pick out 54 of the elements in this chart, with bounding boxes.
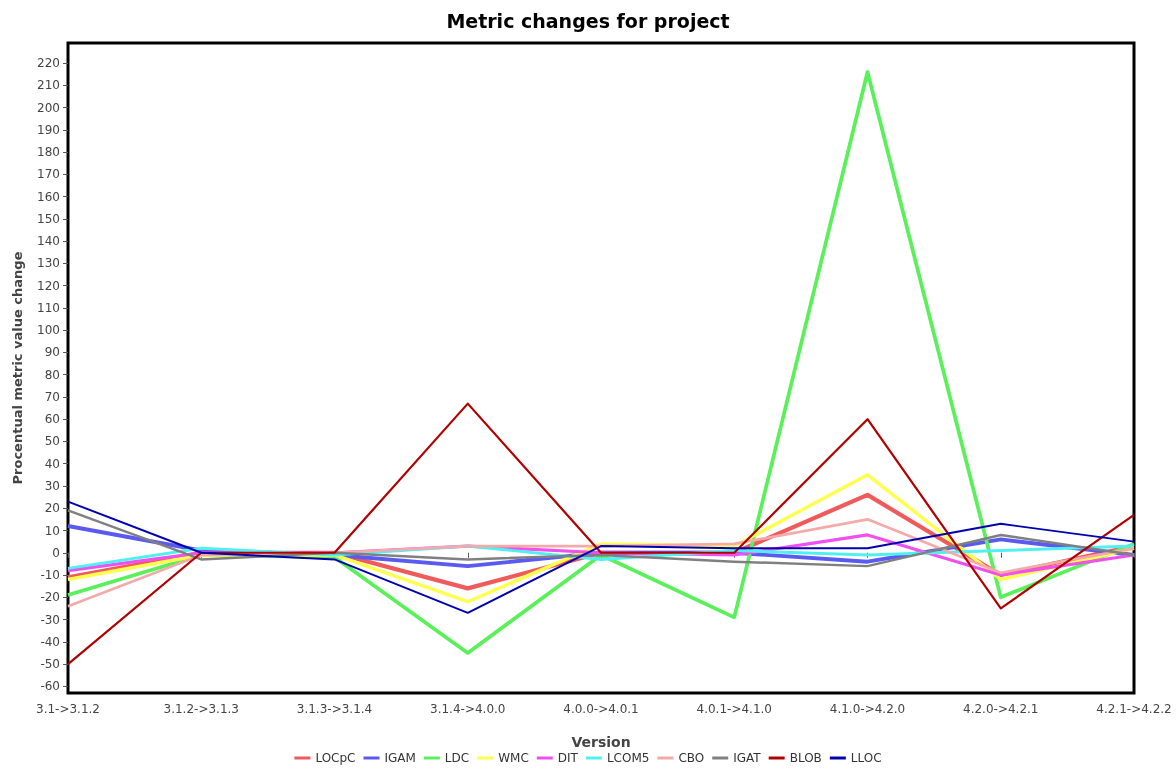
x-tick-label: 4.2.0->4.2.1 [963, 702, 1039, 716]
y-tick-label: 30 [44, 478, 60, 493]
legend-label: WMC [498, 751, 529, 765]
y-tick-label: 200 [37, 100, 60, 115]
y-tick-label: 80 [44, 367, 60, 382]
legend-label: IGAM [384, 751, 416, 765]
x-tick-label: 4.1.0->4.2.0 [829, 702, 906, 716]
line-series [67, 500, 1135, 614]
y-tick-label: -30 [40, 612, 60, 627]
y-tick-label: -60 [40, 679, 60, 694]
chart-title: Metric changes for project [446, 9, 730, 32]
line-series [66, 509, 1136, 568]
y-tick-label: 10 [44, 523, 60, 538]
y-axis-title: Procentual metric value change [10, 251, 25, 485]
y-tick-label: 90 [44, 345, 60, 360]
y-tick-label: 150 [37, 211, 60, 226]
x-tick-label: 4.0.0->4.0.1 [563, 702, 639, 716]
y-tick-label: 100 [37, 323, 60, 338]
x-axis-title: Version [571, 734, 631, 750]
line-series [66, 402, 1136, 666]
y-tick-label: 70 [44, 389, 60, 404]
legend-label: IGAT [733, 751, 762, 765]
y-tick-label: 220 [37, 56, 60, 71]
x-tick-label: 3.1.3->3.1.4 [296, 702, 373, 716]
x-tick-label: 3.1->3.1.2 [35, 702, 101, 716]
legend-label: LOCpC [315, 751, 356, 765]
x-tick-label: 4.0.1->4.1.0 [696, 702, 772, 716]
y-tick-label: 210 [37, 78, 60, 93]
y-tick-label: 170 [37, 167, 60, 182]
y-tick-label: 40 [44, 456, 60, 471]
legend-label: BLOB [789, 751, 822, 765]
y-tick-label: -50 [40, 657, 60, 672]
y-tick-label: -10 [40, 568, 60, 583]
x-tick-label: 3.1.4->4.0.0 [430, 702, 506, 716]
y-tick-label: -20 [40, 590, 60, 605]
legend-label: CBO [678, 751, 705, 765]
y-tick-label: 60 [44, 412, 60, 427]
legend-label: DIT [557, 751, 579, 765]
y-tick-label: -40 [40, 634, 60, 649]
y-tick-label: 190 [37, 122, 60, 137]
legend-label: LCOM5 [606, 751, 650, 765]
y-tick-label: 0 [52, 545, 60, 560]
y-tick-label: 180 [37, 145, 60, 160]
y-tick-label: 120 [37, 278, 60, 293]
x-tick-label: 3.1.2->3.1.3 [163, 702, 239, 716]
legend-label: LDC [444, 751, 470, 765]
y-tick-label: 110 [37, 300, 60, 315]
y-tick-label: 160 [37, 189, 60, 204]
y-tick-label: 140 [37, 234, 60, 249]
y-tick-label: 50 [44, 434, 60, 449]
legend-label: LLOC [850, 751, 882, 765]
y-tick-label: 20 [44, 501, 60, 516]
y-tick-label: 130 [37, 256, 60, 271]
x-tick-label: 4.2.1->4.2.2 [1096, 702, 1172, 716]
